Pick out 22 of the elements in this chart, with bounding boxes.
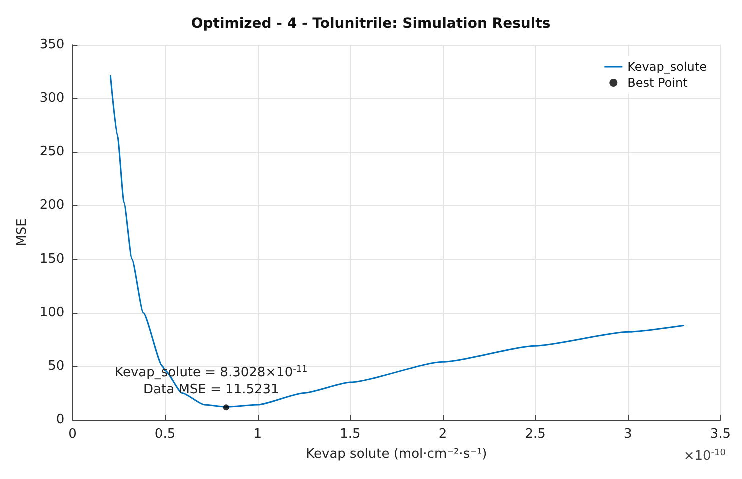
x-tick-label: 0 <box>68 427 77 442</box>
x-tick-label: 2.5 <box>525 427 546 442</box>
x-tick-label: 1.5 <box>340 427 361 442</box>
y-tick-label: 300 <box>40 91 65 106</box>
x-tick-label: 1 <box>254 427 262 442</box>
x-tick-label: 0.5 <box>154 427 176 442</box>
y-tick-label: 250 <box>40 144 65 160</box>
legend-label: Kevap_solute <box>628 60 708 74</box>
y-tick-label: 150 <box>40 252 65 267</box>
legend-label: Best Point <box>628 76 688 90</box>
y-axis-title: MSE <box>15 218 30 246</box>
x-axis-title: Kevap solute (mol·cm⁻²·s⁻¹) <box>306 447 488 462</box>
y-tick-label: 50 <box>48 358 65 374</box>
annotation: Data MSE = 11.5231 <box>144 382 280 398</box>
y-tick-label: 200 <box>40 198 65 214</box>
y-tick-label: 100 <box>40 305 65 320</box>
x-tick-label: 3.5 <box>710 427 732 442</box>
y-tick-label: 0 <box>56 412 65 428</box>
x-tick-label: 2 <box>438 427 448 442</box>
chart-title: Optimized - 4 - Tolunitrile: Simulation Results <box>191 16 551 32</box>
y-tick-label: 350 <box>40 38 65 52</box>
x-tick-label: 3 <box>624 427 632 442</box>
